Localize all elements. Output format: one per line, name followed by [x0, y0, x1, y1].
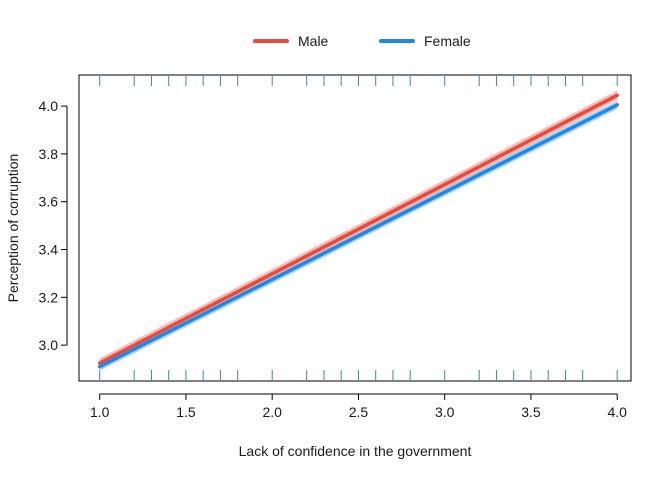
male-legend-label: Male: [298, 33, 329, 49]
female-legend-label: Female: [424, 33, 471, 49]
y-axis-title: Perception of corruption: [5, 154, 21, 303]
x-tick-label: 4.0: [607, 404, 627, 420]
x-tick-label: 2.5: [349, 404, 369, 420]
y-tick-label: 3.8: [39, 146, 59, 162]
y-tick-label: 3.4: [39, 242, 59, 258]
x-axis: 1.0 1.5 2.0 2.5 3.0 3.5 4.0: [90, 393, 627, 420]
x-tick-label: 2.0: [262, 404, 282, 420]
y-tick-label: 4.0: [39, 98, 59, 114]
x-tick-label: 3.5: [521, 404, 541, 420]
y-tick-label: 3.0: [39, 337, 59, 353]
chart-legend: Male Female: [253, 33, 471, 49]
x-tick-label: 1.0: [90, 404, 110, 420]
y-axis: 3.0 3.2 3.4 3.6 3.8 4.0: [39, 98, 68, 353]
x-tick-label: 3.0: [435, 404, 455, 420]
y-tick-label: 3.2: [39, 289, 59, 305]
rug-marks: [99, 75, 618, 381]
series-lines: [97, 93, 619, 369]
x-axis-title: Lack of confidence in the government: [239, 443, 472, 459]
x-tick-label: 1.5: [176, 404, 196, 420]
female-series-line: [97, 103, 619, 369]
male-series-line: [97, 93, 619, 365]
y-tick-label: 3.6: [39, 194, 59, 210]
plot-border: [78, 74, 632, 382]
